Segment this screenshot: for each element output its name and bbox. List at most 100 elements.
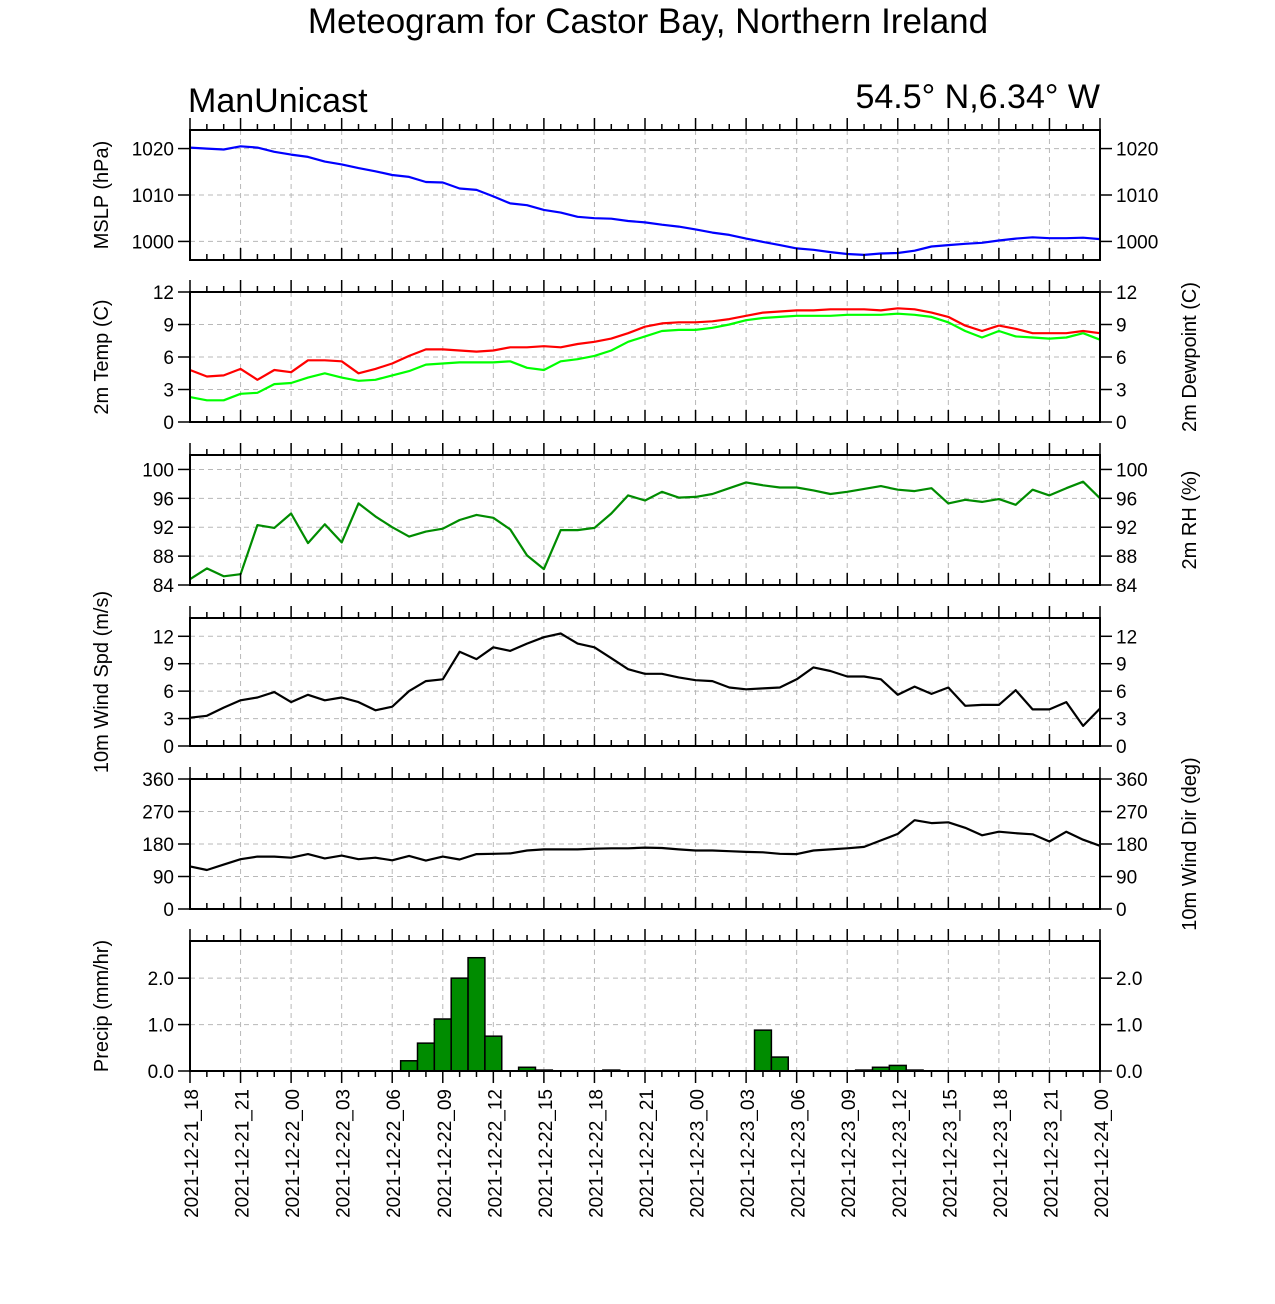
y-axis-title-left: MSLP (hPa): [91, 141, 113, 250]
y-tick-label-left: 3: [163, 710, 174, 731]
y-tick-label-right: 180: [1116, 835, 1148, 856]
y-tick-label-left: 180: [142, 835, 174, 856]
y-axis-title-left: Precip (mm/hr): [91, 940, 113, 1072]
y-tick-label-right: 84: [1116, 576, 1138, 597]
y-tick-label-left: 2.0: [148, 969, 174, 990]
x-tick-label: 2021-12-23_00: [688, 1089, 709, 1218]
y-tick-label-right: 96: [1116, 489, 1137, 510]
x-tick-label: 2021-12-22_03: [334, 1089, 355, 1218]
x-tick-label: 2021-12-23_09: [839, 1089, 860, 1218]
x-tick-label: 2021-12-23_18: [991, 1089, 1012, 1218]
y-tick-label-left: 9: [163, 316, 174, 337]
panel-relative-humidity: 84 84 88 88 92 92 96 96 100 100 2m RH (%): [142, 443, 1201, 597]
y-tick-label-left: 0: [163, 900, 174, 921]
y-tick-label-right: 1020: [1116, 140, 1158, 161]
series-line-temperature-1: [189, 312, 1101, 402]
x-axis-tick-labels: 2021-12-21_18 2021-12-21_21 2021-12-22_00 2…: [182, 1089, 1113, 1218]
y-tick-label-right: 0.0: [1116, 1062, 1142, 1083]
x-tick-label: 2021-12-21_21: [233, 1089, 254, 1218]
panel-wind-speed: 0 0 3 3 6 6 9 9 12 12 10m Wind Spd (m/s): [91, 591, 1137, 773]
y-tick-label-left: 90: [153, 868, 174, 889]
y-tick-label-left: 84: [153, 576, 175, 597]
y-tick-label-right: 6: [1116, 348, 1127, 369]
series-line-temperature-0: [189, 307, 1101, 381]
y-tick-label-right: 270: [1116, 803, 1148, 824]
y-tick-label-left: 88: [153, 547, 174, 568]
precip-bar: [450, 977, 469, 1072]
precip-bar: [753, 1029, 773, 1072]
y-tick-label-right: 2.0: [1116, 969, 1142, 990]
y-tick-label-left: 96: [153, 489, 174, 510]
panel-precipitation: 0.0 0.0 1.0 1.0 2.0 2.0 Precip (mm/hr): [91, 929, 1142, 1083]
y-tick-label-left: 9: [163, 655, 174, 676]
y-tick-label-left: 6: [163, 682, 174, 703]
x-tick-label: 2021-12-22_00: [283, 1089, 304, 1218]
y-tick-label-right: 9: [1116, 655, 1127, 676]
series-line-wind-speed-0: [189, 632, 1101, 728]
panel-mslp: 1000 1000 1010 1010 1020 1020 MSLP (hPa): [91, 118, 1158, 261]
y-tick-label-left: 0: [163, 737, 174, 758]
precip-bar: [399, 1060, 419, 1072]
y-tick-label-right: 360: [1116, 770, 1148, 791]
y-tick-label-right: 3: [1116, 381, 1127, 402]
y-tick-label-left: 12: [153, 627, 174, 648]
y-tick-label-left: 92: [153, 518, 174, 539]
y-tick-label-right: 88: [1116, 547, 1137, 568]
panel-temperature: 0 0 3 3 6 6 9 9 12 12 2m Temp (C) 2m Dewpoint (C): [91, 280, 1201, 434]
precip-bar: [467, 956, 486, 1072]
series-line-mslp-0: [189, 145, 1101, 256]
y-tick-label-right: 0: [1116, 900, 1127, 921]
precip-bar: [484, 1035, 503, 1072]
y-tick-label-right: 100: [1116, 460, 1148, 481]
y-tick-label-right: 12: [1116, 283, 1137, 304]
y-tick-label-right: 1000: [1116, 232, 1158, 253]
y-tick-label-left: 1010: [132, 186, 174, 207]
x-tick-label: 2021-12-22_21: [637, 1089, 658, 1218]
x-tick-label: 2021-12-22_15: [536, 1089, 557, 1218]
x-tick-label: 2021-12-22_09: [435, 1089, 456, 1218]
y-tick-label-right: 0: [1116, 413, 1127, 434]
y-tick-label-left: 12: [153, 283, 174, 304]
precip-bar: [416, 1042, 436, 1072]
y-axis-title-left: 2m Temp (C): [91, 299, 113, 414]
y-tick-label-right: 12: [1116, 627, 1137, 648]
x-tick-label: 2021-12-23_15: [940, 1089, 961, 1218]
chart-title: Meteogram for Castor Bay, Northern Irela…: [308, 2, 988, 41]
x-tick-label: 2021-12-23_03: [738, 1089, 759, 1218]
x-tick-label: 2021-12-22_06: [384, 1089, 405, 1218]
y-tick-label-left: 0: [163, 413, 174, 434]
y-tick-label-right: 92: [1116, 518, 1137, 539]
y-tick-label-left: 3: [163, 381, 174, 402]
model-label: ManUnicast: [188, 82, 368, 120]
series-line-relative-humidity-0: [189, 480, 1101, 581]
y-tick-label-right: 90: [1116, 868, 1137, 889]
y-tick-label-left: 360: [142, 770, 174, 791]
y-tick-label-left: 270: [142, 803, 174, 824]
y-axis-title-right: 2m RH (%): [1179, 471, 1201, 570]
y-tick-label-right: 9: [1116, 316, 1127, 337]
y-tick-label-right: 6: [1116, 682, 1127, 703]
precip-bar: [770, 1056, 789, 1072]
y-tick-label-right: 1010: [1116, 186, 1158, 207]
series-line-wind-direction-0: [189, 819, 1101, 872]
panel-wind-direction: 0 0 90 90 180 180 270 270 360 360 10m Wind Dir (de…: [142, 757, 1201, 930]
y-tick-label-right: 3: [1116, 710, 1127, 731]
y-tick-label-left: 0.0: [148, 1062, 174, 1083]
y-tick-label-right: 1.0: [1116, 1016, 1142, 1037]
y-tick-label-left: 6: [163, 348, 174, 369]
y-tick-label-left: 1000: [132, 232, 174, 253]
precip-bar: [433, 1018, 452, 1072]
x-tick-label: 2021-12-23_21: [1041, 1089, 1062, 1218]
x-tick-label: 2021-12-22_18: [586, 1089, 607, 1218]
y-tick-label-left: 100: [142, 460, 174, 481]
x-tick-label: 2021-12-24_00: [1092, 1089, 1113, 1218]
location-label: 54.5° N,6.34° W: [855, 78, 1100, 116]
y-tick-label-left: 1.0: [148, 1016, 174, 1037]
y-tick-label-left: 1020: [132, 140, 174, 161]
y-axis-title-right: 10m Wind Dir (deg): [1179, 757, 1201, 930]
y-tick-label-right: 0: [1116, 737, 1127, 758]
x-tick-label: 2021-12-23_12: [890, 1089, 911, 1218]
